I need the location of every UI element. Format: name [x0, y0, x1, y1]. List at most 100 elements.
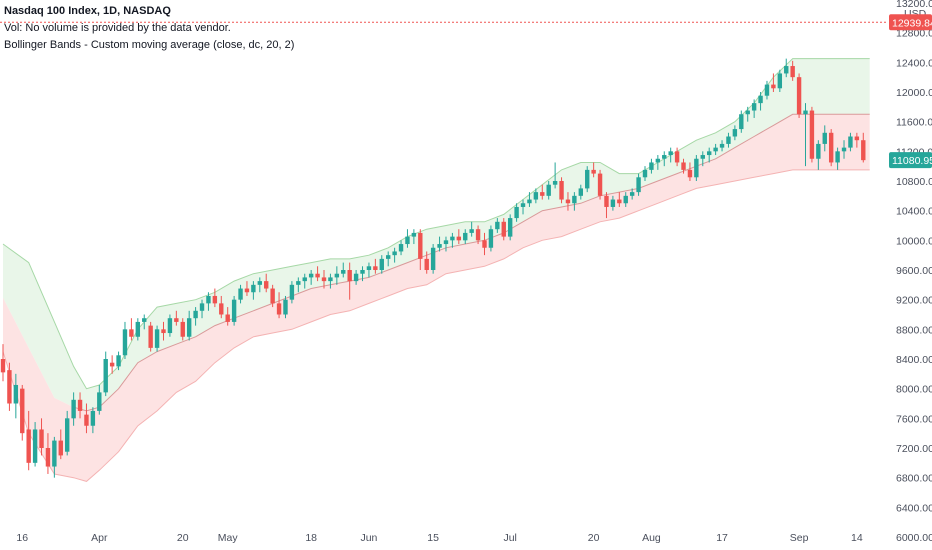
candle-body — [135, 321, 141, 337]
candle-body — [707, 151, 712, 156]
candle — [148, 321, 153, 352]
candle — [199, 299, 205, 319]
price-axis[interactable]: 6000.00 6400.00 6800.00 7200.00 7600.00 8000.… — [886, 0, 932, 550]
candle — [347, 262, 352, 300]
candle — [443, 236, 449, 252]
candle — [707, 147, 712, 163]
candle — [617, 192, 622, 207]
candle-body — [546, 184, 551, 196]
time-tick-label: 20 — [588, 532, 600, 544]
candle — [142, 314, 147, 330]
candle-body — [636, 177, 641, 193]
candle — [135, 318, 141, 341]
candle-body — [475, 229, 481, 241]
candle-body — [687, 169, 693, 178]
candle — [77, 392, 83, 419]
candle-body — [257, 281, 262, 285]
candle-body — [129, 329, 134, 337]
candle — [745, 106, 750, 122]
candle — [764, 80, 770, 100]
candle-body — [186, 318, 192, 337]
time-axis[interactable]: 16 Apr 20 May 18 Jun 15 Jul 20 Aug 17 Sep 14 — [0, 525, 886, 550]
candle — [495, 218, 500, 233]
candle — [816, 140, 821, 170]
candle-body — [463, 232, 468, 241]
upper-band-fill — [3, 58, 870, 411]
price-tick-label: 10000.00 — [896, 235, 932, 247]
candle — [533, 188, 539, 204]
candle — [514, 203, 519, 222]
price-tick-label: 7600.00 — [896, 413, 932, 425]
candle-body — [199, 303, 205, 311]
candle — [649, 158, 654, 174]
candle-body — [726, 136, 731, 144]
candle — [411, 229, 417, 245]
candle-body — [58, 440, 63, 456]
candle-body — [71, 399, 76, 419]
time-tick-label: Aug — [642, 532, 661, 544]
candle — [270, 284, 275, 308]
candle-body — [39, 429, 44, 448]
candle-body — [816, 143, 821, 159]
candle — [244, 281, 250, 296]
candle-body — [276, 303, 282, 315]
candle — [90, 407, 96, 434]
candle-body — [662, 155, 667, 159]
candle-body — [366, 266, 372, 270]
candle-body — [103, 359, 108, 393]
price-tick-label: 13200.00 — [896, 0, 932, 10]
time-tick-label: May — [218, 532, 239, 544]
candle-body — [122, 329, 128, 356]
candle-body — [629, 192, 635, 196]
candle-body — [296, 281, 301, 285]
candle-body — [219, 303, 224, 315]
candle — [732, 125, 738, 141]
candle-body — [456, 236, 462, 241]
candle — [835, 147, 840, 170]
candle-body — [771, 84, 776, 89]
candle-body — [424, 258, 429, 270]
candle-body — [116, 355, 121, 367]
candle-body — [784, 66, 789, 74]
candle — [578, 184, 583, 200]
candle — [610, 195, 616, 211]
candle-body — [674, 151, 680, 163]
candle-body — [828, 132, 834, 163]
candle — [7, 362, 12, 411]
candle — [231, 295, 237, 326]
candle — [662, 151, 667, 167]
candle — [71, 392, 76, 426]
candle — [334, 266, 340, 285]
candle-body — [649, 162, 654, 170]
candle-body — [251, 284, 256, 293]
price-axis-background — [886, 0, 932, 550]
candle-body — [495, 221, 500, 230]
candle — [308, 270, 314, 285]
candle — [296, 277, 301, 293]
candle — [861, 132, 866, 163]
candle — [437, 236, 442, 252]
candle-body — [552, 181, 558, 185]
candle-body — [488, 229, 494, 248]
candle-body — [565, 199, 571, 204]
candle-body — [578, 188, 583, 196]
candle — [655, 155, 661, 170]
candle — [264, 273, 269, 293]
candle-body — [411, 232, 417, 237]
candle-body — [450, 236, 455, 241]
candle — [668, 147, 673, 163]
candle — [585, 166, 590, 193]
candle-body — [65, 418, 70, 452]
candle-body — [822, 132, 827, 144]
indicator-legend[interactable]: Bollinger Bands - Custom moving average … — [4, 39, 295, 51]
candle — [206, 292, 211, 311]
candle-body — [482, 240, 487, 248]
candle — [559, 177, 564, 204]
candle-body — [270, 288, 275, 304]
candle — [109, 355, 115, 374]
time-tick-label: 20 — [177, 532, 189, 544]
candle-body — [418, 232, 423, 259]
candle — [700, 151, 705, 167]
candle — [809, 106, 815, 163]
